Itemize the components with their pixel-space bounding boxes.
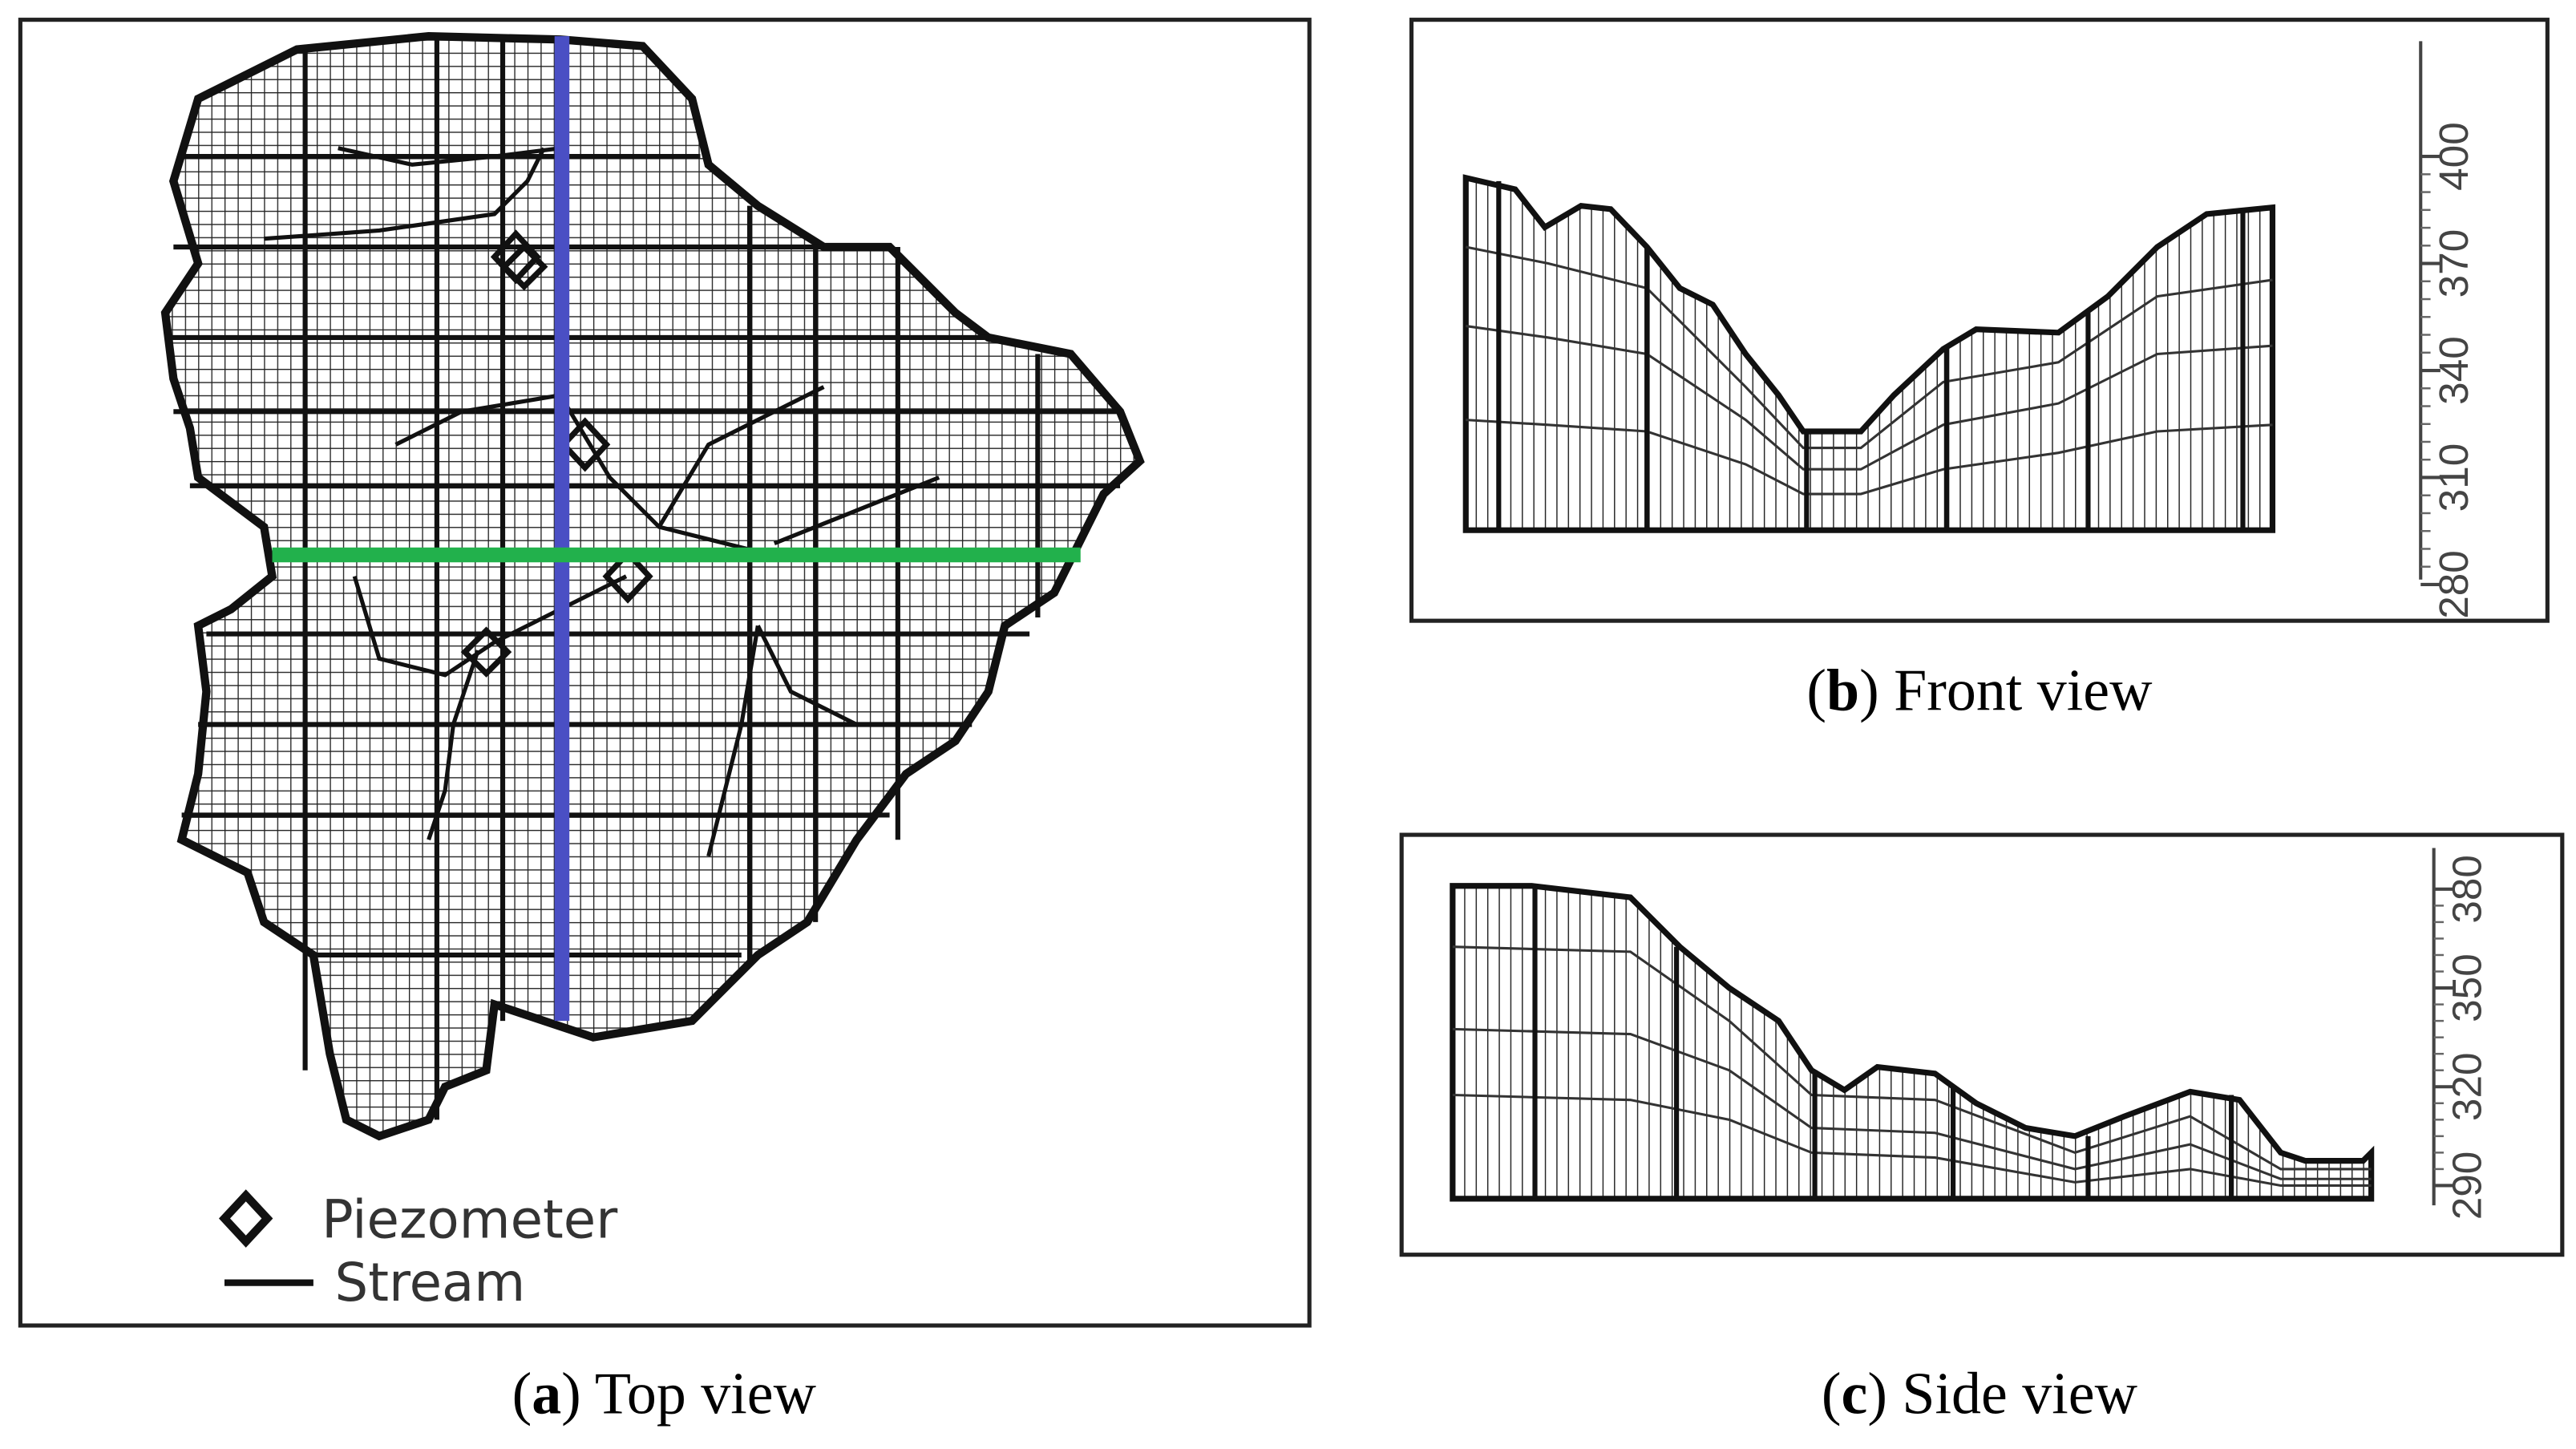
caption-part: ( <box>1822 1360 1842 1426</box>
tick-label: 340 <box>2431 336 2477 405</box>
caption-part: ( <box>512 1360 532 1426</box>
caption-part: ) Side view <box>1867 1360 2137 1426</box>
caption-part: ) Top view <box>561 1360 816 1426</box>
axis-ticks: 280 310 340 370 400 <box>2420 122 2477 619</box>
piezometers <box>460 229 653 678</box>
front-profile <box>1462 174 2276 533</box>
tick-label: 320 <box>2444 1052 2489 1121</box>
front-view-panel: 280 310 340 370 400 (b) Front view <box>1409 18 2550 723</box>
thick-columns <box>1496 180 2246 531</box>
tick-label: 370 <box>2431 229 2477 298</box>
caption-letter: c <box>1842 1360 1868 1426</box>
tick-label: 310 <box>2431 443 2477 512</box>
tick-label: 350 <box>2444 953 2489 1022</box>
legend-label: Piezometer <box>321 1190 617 1251</box>
tick-label: 280 <box>2431 550 2477 619</box>
layer-lines <box>1465 245 2273 496</box>
legend-label: Stream <box>335 1253 526 1313</box>
side-view-panel: 290 320 350 380 (c) Side view <box>1399 832 2565 1426</box>
caption-letter: b <box>1826 658 1859 723</box>
caption: (b) Front view <box>1806 658 2153 723</box>
piezometer-legend-symbol <box>218 1189 273 1248</box>
axis-ticks: 290 320 350 380 <box>2433 855 2489 1220</box>
streams <box>264 146 940 857</box>
coarse-grid <box>165 36 1121 1120</box>
caption: (c) Side view <box>1822 1360 2138 1426</box>
tick-label: 400 <box>2431 122 2477 191</box>
caption-part: ) Front view <box>1859 658 2153 723</box>
side-profile <box>1450 883 2375 1202</box>
caption-letter: a <box>532 1360 561 1426</box>
tick-label: 290 <box>2444 1152 2489 1220</box>
tick-label: 380 <box>2444 855 2489 924</box>
thick-columns <box>1532 885 2234 1199</box>
caption: (a) Top view <box>512 1360 817 1426</box>
caption-part: ( <box>1806 658 1826 723</box>
layer-lines <box>1452 945 2372 1187</box>
top-view-panel: Piezometer Stream (a) Top view <box>18 18 1312 1426</box>
